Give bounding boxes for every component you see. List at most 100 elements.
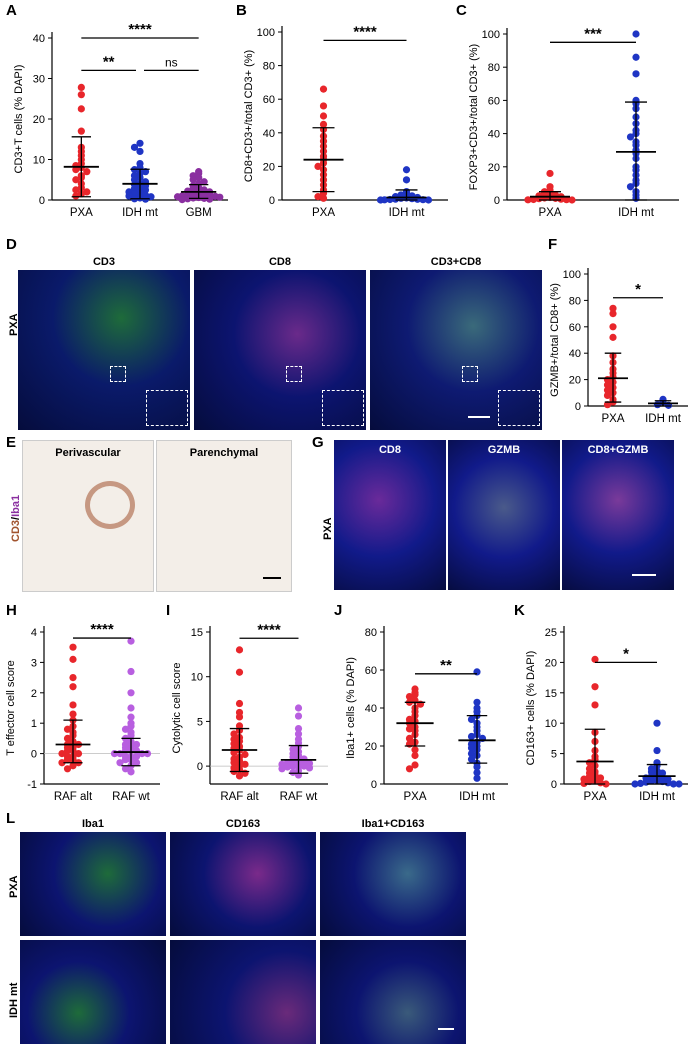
micrograph-l-pxa-merge [320,832,466,936]
y-tick-label: 15 [191,627,203,639]
stain-label-separator: / [10,516,22,520]
data-point [647,777,656,785]
data-point [235,713,244,721]
data-point [143,750,152,758]
y-tick-label: 80 [488,62,500,74]
data-point [609,304,617,312]
panel-letter-e: E [6,434,17,451]
y-tick-label: 0 [371,779,377,791]
micrograph-e-parenchymal: Parenchymal [156,440,292,592]
x-tick-label: RAF alt [54,791,93,803]
data-point [609,323,617,331]
micrograph-d-cd8 [194,270,366,430]
data-point [127,768,135,776]
panel-letter-b: B [236,2,247,19]
data-point [127,713,135,721]
data-point [77,91,85,99]
panel-letter-j: J [334,602,343,619]
data-point [653,719,661,727]
data-point [602,780,610,788]
data-point [424,196,433,204]
x-tick-label: RAF wt [112,791,151,803]
data-point [568,196,576,204]
data-point [631,780,639,788]
data-point [473,698,481,706]
data-point [591,655,599,663]
data-point [319,102,328,110]
data-point [132,753,141,761]
inset-box [110,366,126,382]
scale-bar [263,577,281,579]
data-point [376,196,385,204]
y-tick-label: 20 [263,161,275,173]
data-point [184,195,192,203]
data-point [74,750,83,758]
micro-l-label-iba1: Iba1 [81,818,104,830]
data-point [216,193,224,201]
data-point [305,764,314,772]
x-tick-label: RAF alt [220,791,259,803]
significance-label: **** [90,621,114,638]
data-point [63,756,72,764]
data-point [83,168,91,176]
chart-a: 0 10 20 30 40 CD3+T cells (% DAPI) PXA IDH mt GB… [13,21,228,219]
data-point [230,730,238,738]
micro-d-label-cd8: CD8 [268,256,291,268]
data-point [529,195,538,204]
data-point [127,731,135,739]
y-tick-label: 60 [569,322,581,334]
data-point [63,725,72,733]
panel-letter-i: I [166,602,171,619]
x-tick-label: GBM [186,207,212,219]
row-label-l-pxa: PXA [8,875,20,898]
data-point [411,746,419,754]
data-point [63,734,72,742]
y-tick-label: 2 [31,688,37,700]
row-label-e-stain: CD3/Iba1 [10,495,22,542]
x-tick-label: IDH mt [122,207,159,219]
data-point [136,139,144,147]
x-tick-label: IDH mt [618,207,655,219]
y-axis-label: T effector cell score [5,660,17,756]
data-point [83,188,91,196]
panel-letter-c: C [456,2,467,19]
x-tick-label: PXA [601,413,624,425]
data-point [127,637,135,645]
data-point [405,734,414,742]
y-tick-label: 5 [551,749,557,761]
data-point [653,746,661,755]
data-point [72,186,80,194]
data-point [72,192,80,200]
data-point [127,689,135,697]
data-point [72,176,80,184]
x-tick-label: IDH mt [645,413,682,425]
y-tick-label: 0 [39,195,45,207]
chart-k: 0 5 10 15 20 25 CD163+ cells (% DAPI) PXA IDH mt… [525,626,688,803]
data-point [294,730,303,738]
micro-d-label-merge: CD3+CD8 [430,256,482,268]
data-point [141,186,150,194]
data-point [675,780,683,788]
y-tick-label: 0 [575,401,581,413]
y-tick-label: 3 [31,657,37,669]
data-point [63,765,72,773]
data-point [632,70,640,78]
data-point [603,386,612,394]
micrograph-d-cd3 [18,270,190,430]
data-point [58,759,66,767]
stain-label-cd3: CD3 [10,519,22,542]
data-point [473,763,481,771]
micrograph-l-pxa-cd163 [170,832,316,936]
data-point [69,683,77,691]
y-tick-label: 5 [197,716,203,728]
x-tick-label: IDH mt [389,207,426,219]
inset-box [286,366,302,382]
data-point [283,763,292,771]
data-point [591,683,599,691]
data-point [69,643,77,651]
y-tick-label: 80 [365,627,377,639]
x-tick-label: RAF wt [280,791,319,803]
x-tick-label: PXA [312,207,335,219]
data-point [411,761,419,769]
data-point [411,691,419,699]
